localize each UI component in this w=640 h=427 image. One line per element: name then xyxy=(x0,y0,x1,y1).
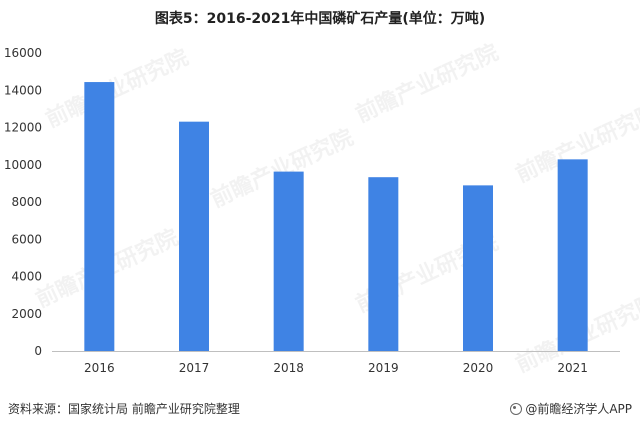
source-note: 资料来源：国家统计局 前瞻产业研究院整理 xyxy=(8,402,240,416)
bar-chart: 前瞻产业研究院前瞻产业研究院前瞻产业研究院前瞻产业研究院前瞻产业研究院前瞻产业研… xyxy=(4,39,640,378)
bar-2020 xyxy=(463,185,493,351)
bar-2021 xyxy=(557,159,588,351)
y-tick-label: 2000 xyxy=(11,307,42,321)
bar-2018 xyxy=(273,171,304,351)
chart-title: 图表5：2016-2021年中国磷矿石产量(单位：万吨) xyxy=(154,11,486,27)
y-tick-label: 16000 xyxy=(4,46,42,60)
y-tick-label: 6000 xyxy=(11,232,42,246)
x-tick-label: 2016 xyxy=(84,361,115,375)
bar-2017 xyxy=(179,121,209,351)
bar-2019 xyxy=(368,177,399,351)
y-tick-label: 4000 xyxy=(11,270,42,284)
watermark-text: 前瞻产业研究院 xyxy=(42,44,193,133)
y-tick-label: 10000 xyxy=(4,158,42,172)
y-tick-label: 0 xyxy=(34,344,42,358)
bar-2016 xyxy=(84,82,115,352)
y-tick-label: 14000 xyxy=(4,83,42,97)
brand-logo-icon xyxy=(510,402,523,415)
x-tick-label: 2018 xyxy=(273,361,304,375)
footer: 资料来源：国家统计局 前瞻产业研究院整理 @前瞻经济学人APP xyxy=(0,400,640,420)
x-tick-label: 2019 xyxy=(368,361,399,375)
credit: @前瞻经济学人APP xyxy=(510,400,632,417)
x-tick-label: 2021 xyxy=(557,361,588,375)
credit-text: @前瞻经济学人APP xyxy=(525,402,632,416)
x-tick-label: 2017 xyxy=(179,361,210,375)
x-tick-label: 2020 xyxy=(463,361,494,375)
watermark-text: 前瞻产业研究院 xyxy=(352,39,503,128)
y-tick-label: 12000 xyxy=(4,121,42,135)
y-tick-label: 8000 xyxy=(11,195,42,209)
